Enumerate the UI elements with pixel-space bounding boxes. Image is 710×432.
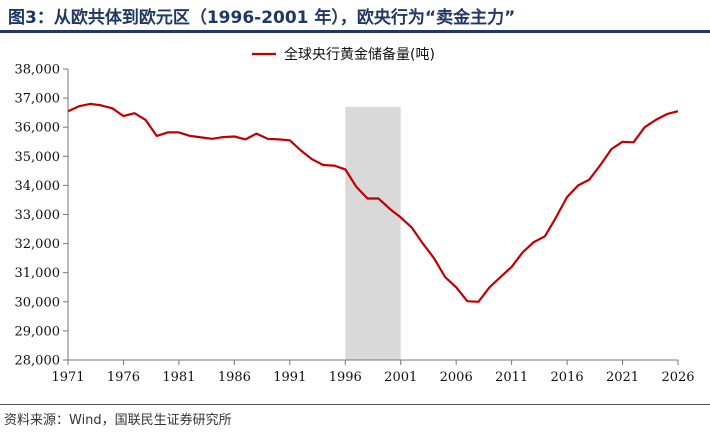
y-tick-label: 33,000 bbox=[15, 208, 61, 223]
y-tick-label: 37,000 bbox=[15, 92, 61, 107]
footer-divider bbox=[0, 404, 710, 405]
x-tick-label: 2011 bbox=[495, 370, 528, 385]
y-tick-label: 28,000 bbox=[15, 354, 61, 369]
shaded-period-layer bbox=[345, 106, 401, 360]
x-tick-label: 2001 bbox=[384, 370, 417, 385]
x-tick-label: 2021 bbox=[606, 370, 639, 385]
y-tick-label: 35,000 bbox=[15, 150, 61, 165]
x-tick-label: 1996 bbox=[329, 370, 362, 385]
x-tick-label: 1986 bbox=[218, 370, 251, 385]
source-note: 资料来源：Wind，国联民生证券研究所 bbox=[4, 413, 232, 428]
shaded-period-1996-2001 bbox=[345, 106, 401, 360]
x-tick-label: 1991 bbox=[273, 370, 306, 385]
x-tick-label: 2026 bbox=[661, 370, 694, 385]
title-divider bbox=[0, 30, 710, 33]
series-layer bbox=[67, 102, 679, 303]
y-tick-label: 38,000 bbox=[15, 63, 61, 78]
x-tick-label: 1976 bbox=[107, 370, 140, 385]
x-tick-label: 2006 bbox=[440, 370, 473, 385]
tick-labels-layer: 28,000 29,000 30,000 31,000 32,000 33,000 34,0… bbox=[15, 63, 695, 386]
y-tick-label: 34,000 bbox=[15, 179, 61, 194]
legend-label: 全球央行黄金储备量(吨) bbox=[284, 46, 435, 63]
y-tick-label: 29,000 bbox=[15, 324, 61, 339]
figure-title: 图3：从欧共体到欧元区（1996-2001 年），欧央行为“卖金主力” bbox=[8, 8, 516, 28]
x-tick-label: 1981 bbox=[162, 370, 195, 385]
y-tick-label: 30,000 bbox=[15, 295, 61, 310]
series-line-gold-reserves bbox=[67, 102, 679, 303]
gold-reserves-chart: 28,000 29,000 30,000 31,000 32,000 33,000 34,0… bbox=[15, 46, 695, 386]
axes-layer bbox=[63, 68, 679, 365]
y-tick-label: 31,000 bbox=[15, 266, 61, 281]
x-tick-label: 1971 bbox=[51, 370, 84, 385]
legend: 全球央行黄金储备量(吨) bbox=[252, 46, 435, 63]
x-tick-label: 2016 bbox=[551, 370, 584, 385]
y-tick-label: 36,000 bbox=[15, 121, 61, 136]
y-tick-label: 32,000 bbox=[15, 237, 61, 252]
